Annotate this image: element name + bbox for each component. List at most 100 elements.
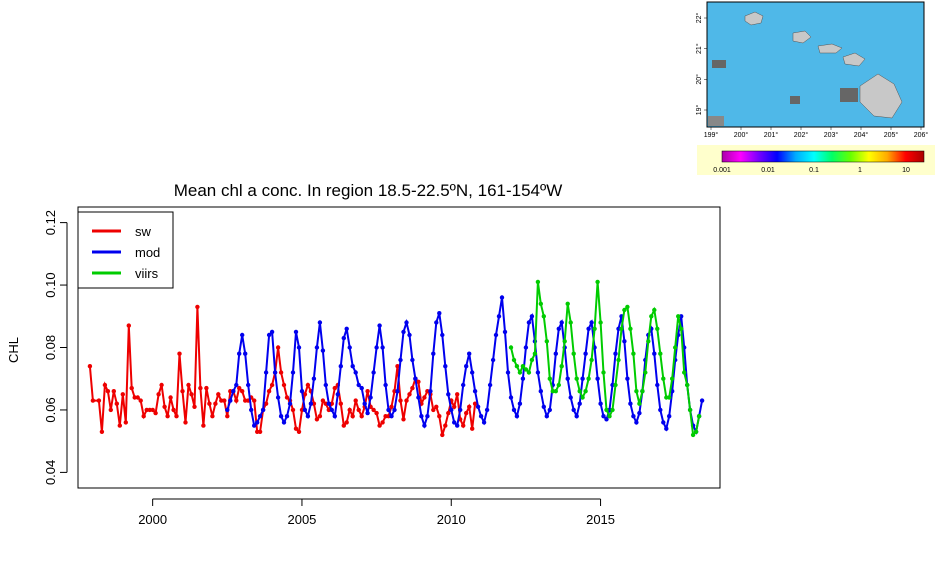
data-point-mod	[434, 320, 439, 325]
colorbar-gradient	[721, 150, 925, 163]
data-point-mod	[275, 395, 281, 400]
data-point-mod	[461, 382, 466, 388]
data-point-mod	[410, 357, 415, 363]
data-point-mod	[625, 376, 630, 381]
data-point-viirs	[568, 320, 573, 325]
data-point-viirs	[544, 339, 549, 344]
data-point-mod	[601, 414, 606, 419]
data-point-mod	[260, 407, 266, 413]
data-point-mod	[374, 345, 379, 350]
data-point-mod	[589, 320, 594, 325]
data-point-sw	[117, 423, 123, 428]
data-point-sw	[108, 407, 114, 413]
data-point-sw	[275, 345, 281, 350]
data-point-mod	[664, 426, 669, 431]
data-point-mod	[365, 410, 370, 416]
data-point-mod	[422, 423, 427, 428]
map-y-ticks: 19° 20° 21° 22°	[695, 13, 707, 115]
data-point-mod	[493, 332, 499, 338]
data-point-sw	[398, 398, 403, 403]
data-point-sw	[263, 401, 269, 406]
data-point-mod	[517, 401, 523, 406]
data-point-sw	[96, 398, 102, 403]
map-gap-patch	[712, 60, 726, 68]
data-point-sw	[410, 385, 415, 391]
data-point-mod	[329, 407, 334, 413]
data-point-mod	[464, 364, 469, 369]
data-point-mod	[431, 351, 436, 356]
data-point-mod	[478, 414, 484, 419]
data-point-sw	[356, 407, 361, 413]
legend-label-viirs: viirs	[135, 266, 159, 281]
data-point-viirs	[535, 279, 541, 285]
data-point-sw	[320, 398, 326, 403]
data-point-mod	[443, 364, 448, 369]
data-point-sw	[431, 407, 436, 413]
data-point-mod	[314, 345, 320, 350]
data-point-mod	[652, 351, 657, 356]
map-x-tick-label: 202°	[794, 131, 809, 139]
data-point-sw	[404, 398, 409, 403]
island-hawaii	[859, 73, 903, 119]
data-point-mod	[598, 401, 603, 406]
data-point-mod	[344, 326, 349, 331]
data-point-mod	[240, 332, 245, 338]
data-point-viirs	[565, 301, 570, 306]
data-point-sw	[222, 398, 227, 403]
data-point-sw	[165, 414, 170, 419]
map-x-tick-label: 200°	[734, 131, 749, 139]
island-oahu	[792, 30, 812, 44]
data-point-mod	[395, 389, 400, 394]
data-point-sw	[198, 385, 203, 391]
map-x-ticks: 199° 200° 201° 202° 203° 204° 205° 206°	[704, 127, 928, 139]
map-x-tick-label: 204°	[854, 131, 869, 139]
data-point-sw	[290, 407, 296, 413]
data-point-mod	[526, 320, 532, 325]
data-point-mod	[544, 414, 549, 419]
data-point-viirs	[517, 370, 523, 375]
data-point-sw	[353, 398, 358, 403]
data-point-mod	[458, 407, 463, 413]
data-point-sw	[225, 414, 230, 419]
data-point-sw	[123, 420, 128, 425]
data-point-mod	[472, 389, 478, 394]
data-point-sw	[99, 429, 105, 434]
data-point-mod	[335, 392, 340, 397]
data-point-mod	[583, 351, 588, 356]
data-point-sw	[344, 420, 349, 425]
map-x-tick-label: 203°	[824, 131, 839, 139]
data-point-mod	[661, 420, 666, 425]
colorbar-tick-label: 0.1	[809, 167, 819, 174]
map-y-tick-label: 21°	[695, 43, 703, 54]
data-point-mod	[440, 332, 445, 338]
data-point-sw	[90, 398, 96, 403]
map-x-tick-label: 199°	[704, 131, 719, 139]
data-point-viirs	[646, 339, 651, 344]
data-point-mod	[487, 382, 493, 388]
data-point-viirs	[613, 382, 618, 388]
data-point-viirs	[696, 414, 702, 419]
data-point-mod	[308, 401, 314, 406]
data-point-mod	[565, 376, 570, 381]
data-point-mod	[655, 382, 660, 388]
data-point-mod	[535, 370, 541, 375]
y-axis-label: CHL	[6, 337, 21, 363]
data-point-mod	[296, 345, 302, 350]
data-point-mod	[347, 345, 352, 350]
colorbar-tick-label: 1	[858, 167, 862, 174]
data-point-mod	[529, 314, 535, 319]
data-point-mod	[398, 357, 403, 363]
data-point-viirs	[508, 345, 514, 350]
data-point-sw	[189, 392, 194, 397]
colorbar: 0.001 0.01 0.1 1 10	[697, 145, 935, 175]
data-point-sw	[302, 392, 308, 397]
data-point-mod	[278, 414, 284, 419]
data-point-mod	[559, 320, 564, 325]
data-point-mod	[311, 376, 317, 381]
data-point-sw	[237, 385, 242, 391]
data-point-sw	[452, 404, 457, 409]
data-point-viirs	[610, 407, 615, 413]
island-molokai	[817, 43, 843, 54]
data-point-mod	[520, 376, 526, 381]
data-point-viirs	[658, 351, 663, 356]
